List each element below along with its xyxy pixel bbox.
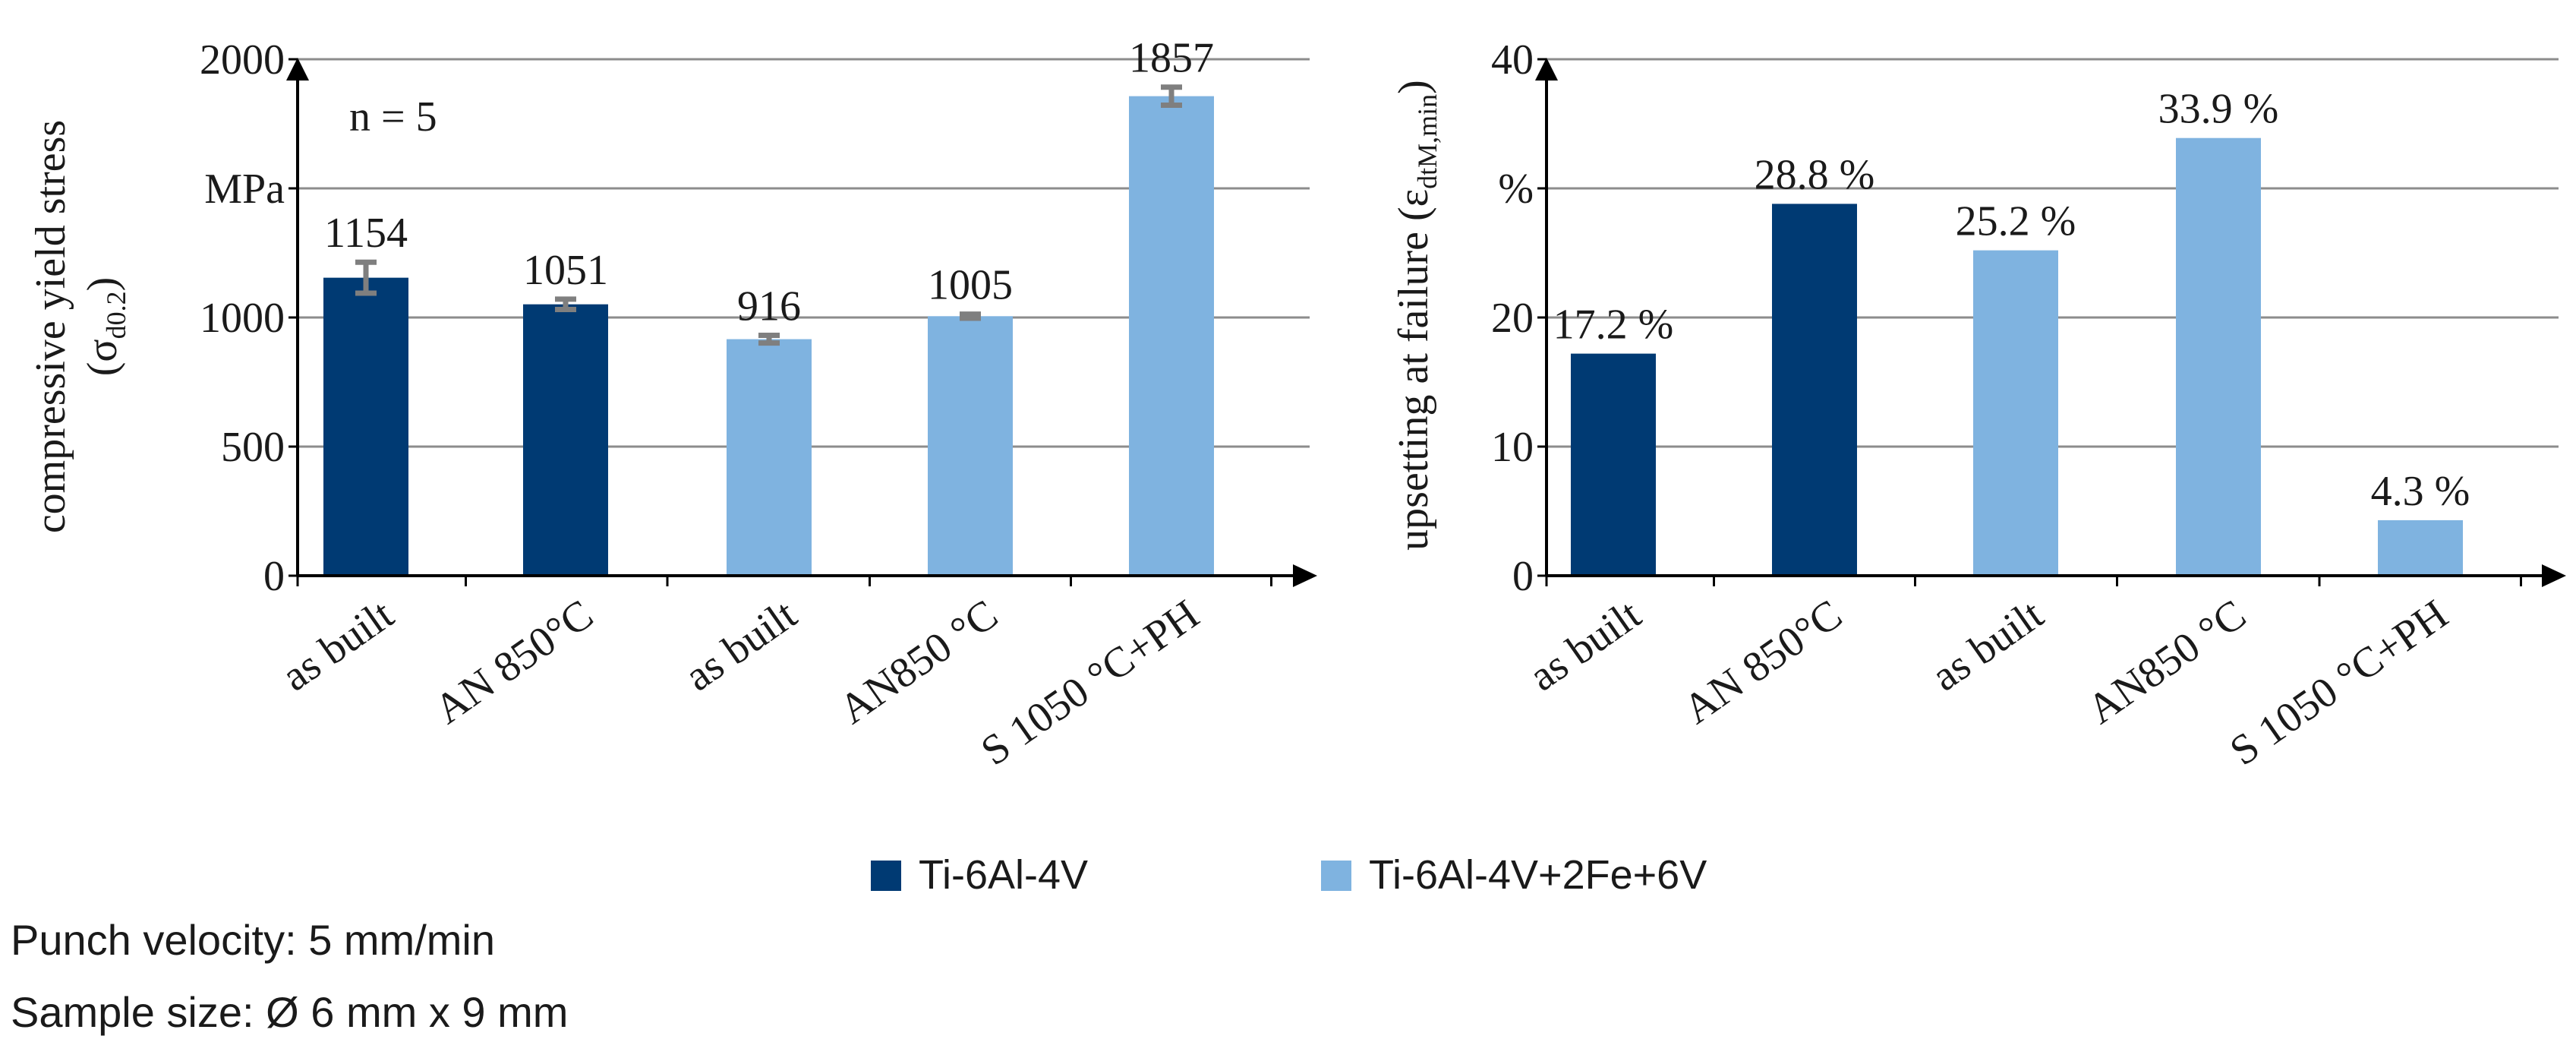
bar xyxy=(2176,137,2261,576)
category-label: as built xyxy=(1521,591,1650,701)
bar xyxy=(1772,204,1857,576)
y-tick-label: 10 xyxy=(1491,424,1534,471)
y-axis-title-text: compressive yield stress xyxy=(27,120,74,533)
category-label: AN850 °C xyxy=(831,591,1006,734)
legend-label: Ti-6Al-4V xyxy=(919,852,1088,898)
legend-swatch xyxy=(871,861,901,891)
data-label: 1857 xyxy=(1129,35,1214,82)
category-label: as built xyxy=(676,591,806,701)
y-tick-label: 1000 xyxy=(200,295,285,342)
data-label: 17.2 % xyxy=(1553,302,1674,349)
chart-upsetting-at-failure: 17.2 % 28.8 % 25.2 % 33.9 % 4.3 % 0 10 20 40% as … xyxy=(1390,36,2566,775)
unit-label: MPa xyxy=(204,166,285,213)
y-tick-label: 0 xyxy=(263,553,285,600)
y-axis-arrow xyxy=(286,58,309,81)
y-axis-title-symbol: (σd0.2) xyxy=(79,277,131,377)
y-tick-label: 40 xyxy=(1491,36,1534,84)
y-tick-label: 20 xyxy=(1491,295,1534,342)
data-label: 1005 xyxy=(928,262,1013,309)
bar xyxy=(727,339,812,576)
bar xyxy=(323,277,408,576)
y-axis-subscript: dtM,min xyxy=(1412,94,1442,189)
category-label: AN850 °C xyxy=(2079,591,2254,734)
x-axis-arrow xyxy=(1293,564,1317,587)
category-label: as built xyxy=(273,591,402,701)
bar xyxy=(1571,353,1656,576)
error-bar xyxy=(355,259,377,296)
data-label: 28.8 % xyxy=(1755,151,1875,198)
bar xyxy=(523,304,608,576)
legend: Ti-6Al-4V Ti-6Al-4V+2Fe+6V xyxy=(871,852,1707,898)
error-bar xyxy=(758,332,780,346)
data-label: 25.2 % xyxy=(1956,198,2076,245)
category-label: S 1050 °C+PH xyxy=(2221,591,2456,775)
bar xyxy=(1129,96,1214,576)
category-label: S 1050 °C+PH xyxy=(973,591,1207,775)
y-axis-title: compressive yield stress (σd0.2) xyxy=(27,120,131,533)
bar xyxy=(928,316,1013,576)
y-tick-label: 500 xyxy=(221,424,285,471)
data-label: 1154 xyxy=(324,210,408,257)
punch-velocity-note: Punch velocity: 5 mm/min xyxy=(11,916,495,964)
x-axis-arrow xyxy=(2542,564,2566,587)
legend-swatch xyxy=(1321,861,1351,891)
y-tick-label: 0 xyxy=(1512,553,1534,600)
bar xyxy=(2378,520,2463,576)
error-bar xyxy=(555,296,576,312)
legend-label: Ti-6Al-4V+2Fe+6V xyxy=(1369,852,1707,898)
data-label: 1051 xyxy=(523,247,608,294)
y-axis-arrow xyxy=(1535,58,1558,81)
bar xyxy=(1973,250,2058,576)
y-axis-symbol: ε xyxy=(1390,189,1437,207)
y-axis-title: upsetting at failure (εdtM,min) xyxy=(1390,80,1442,551)
data-label: 33.9 % xyxy=(2158,86,2279,133)
chart-compressive-yield-stress: 1154 1051 916 1005 1857 0 500 1000 2000 MPa n = 5 a… xyxy=(27,35,1317,775)
y-tick-label: 2000 xyxy=(200,36,285,84)
data-label: 4.3 % xyxy=(2371,468,2470,515)
unit-label: % xyxy=(1498,166,1534,213)
sample-size-note: Sample size: Ø 6 mm x 9 mm xyxy=(11,988,569,1036)
category-label: AN 850°C xyxy=(426,591,601,734)
error-bar xyxy=(1161,84,1182,109)
category-label: as built xyxy=(1923,591,2052,701)
sample-count-annotation: n = 5 xyxy=(349,93,437,141)
error-bar xyxy=(960,311,981,321)
data-label: 916 xyxy=(737,283,801,330)
category-label: AN 850°C xyxy=(1675,591,1850,734)
y-axis-title-text: upsetting at failure (εdtM,min) xyxy=(1390,80,1442,551)
